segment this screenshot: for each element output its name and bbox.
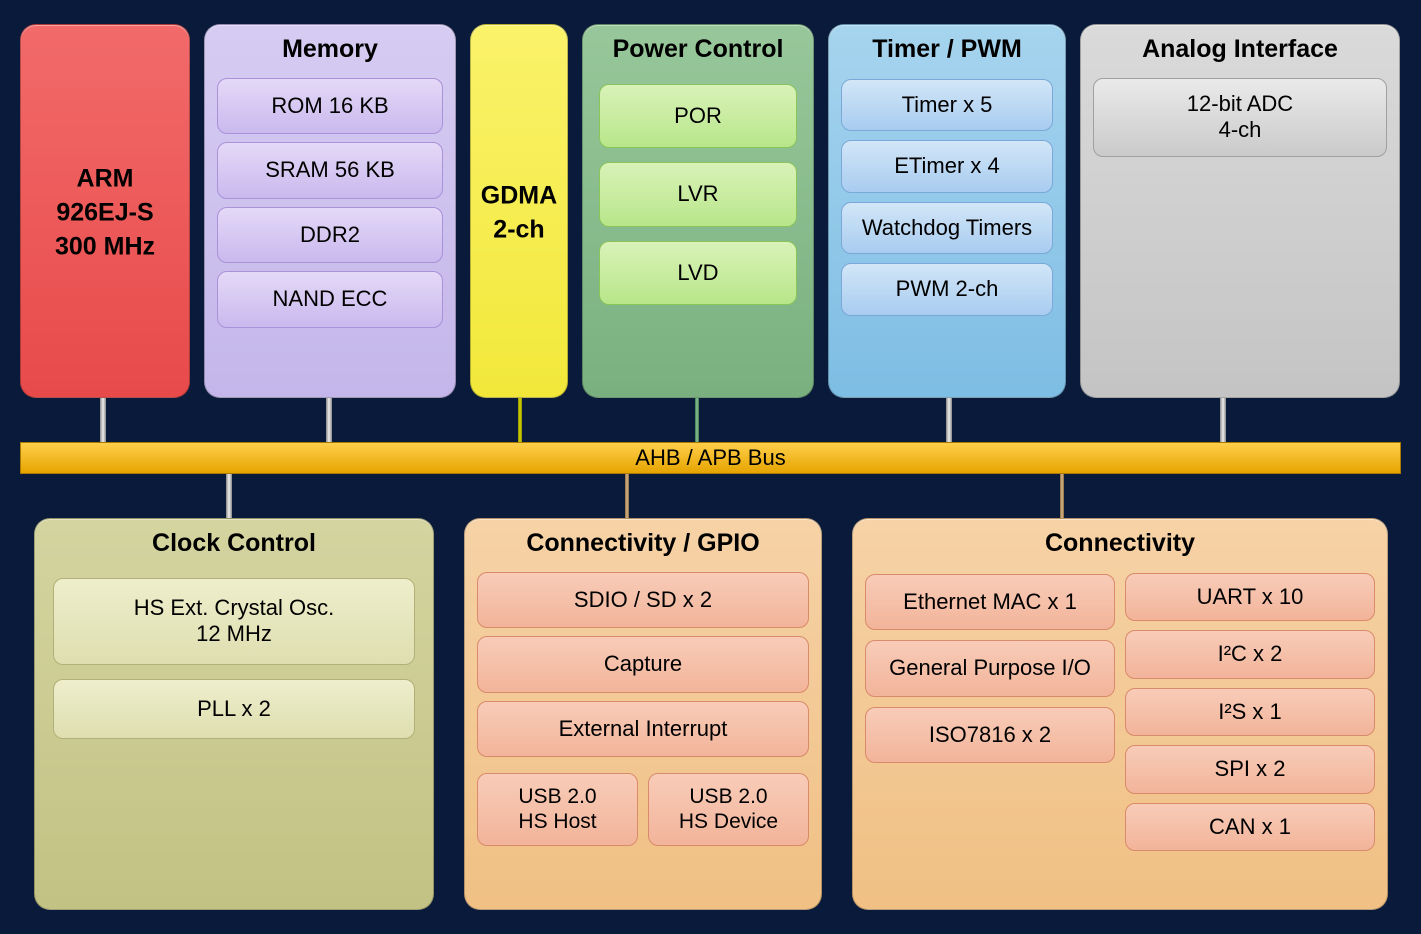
- connectivity-gpio-block: Connectivity / GPIO SDIO / SD x 2 Capture…: [464, 518, 822, 910]
- block-item: LVD: [599, 241, 797, 305]
- cpu-title-line: 926EJ-S: [25, 196, 185, 230]
- timer-title: Timer / PWM: [829, 25, 1065, 70]
- connector-memory: [326, 398, 332, 442]
- block-item: SPI x 2: [1125, 745, 1375, 793]
- connector-timer: [946, 398, 952, 442]
- power-control-block: Power Control POR LVR LVD: [582, 24, 814, 398]
- block-item: Capture: [477, 636, 809, 692]
- block-item: SDIO / SD x 2: [477, 572, 809, 628]
- connector-conn-gpio: [625, 474, 629, 518]
- clock-title: Clock Control: [35, 519, 433, 564]
- gdma-title-line: 2-ch: [475, 213, 563, 247]
- clock-control-block: Clock Control HS Ext. Crystal Osc.12 MHz…: [34, 518, 434, 910]
- gdma-title-line: GDMA: [475, 179, 563, 213]
- block-item: ISO7816 x 2: [865, 707, 1115, 763]
- block-item: ROM 16 KB: [217, 78, 443, 134]
- block-item: UART x 10: [1125, 573, 1375, 621]
- block-item: PWM 2-ch: [841, 263, 1053, 315]
- analog-title: Analog Interface: [1081, 25, 1399, 70]
- cpu-block: ARM 926EJ-S 300 MHz: [20, 24, 190, 398]
- cpu-title-line: ARM: [25, 162, 185, 196]
- block-item: SRAM 56 KB: [217, 142, 443, 198]
- block-item: PLL x 2: [53, 679, 415, 739]
- connector-analog: [1220, 398, 1226, 442]
- block-item: CAN x 1: [1125, 803, 1375, 851]
- timer-pwm-block: Timer / PWM Timer x 5 ETimer x 4 Watchdog …: [828, 24, 1066, 398]
- connector-clock: [226, 474, 232, 518]
- block-item: ETimer x 4: [841, 140, 1053, 192]
- block-item: I²S x 1: [1125, 688, 1375, 736]
- block-item: NAND ECC: [217, 271, 443, 327]
- block-item: I²C x 2: [1125, 630, 1375, 678]
- connector-power: [695, 398, 699, 442]
- block-item: USB 2.0HS Host: [477, 773, 638, 845]
- connectivity-block: Connectivity Ethernet MAC x 1 General Pur…: [852, 518, 1388, 910]
- block-item: General Purpose I/O: [865, 640, 1115, 696]
- block-item: Timer x 5: [841, 79, 1053, 131]
- block-item: DDR2: [217, 207, 443, 263]
- memory-block: Memory ROM 16 KB SRAM 56 KB DDR2 NAND ECC: [204, 24, 456, 398]
- gdma-block: GDMA 2-ch: [470, 24, 568, 398]
- connectivity-title: Connectivity: [853, 519, 1387, 564]
- connector-connectivity: [1060, 474, 1064, 518]
- block-item: LVR: [599, 162, 797, 226]
- bus-label: AHB / APB Bus: [635, 445, 785, 470]
- connector-gdma: [518, 398, 522, 442]
- gdma-title: GDMA 2-ch: [471, 169, 567, 253]
- block-item: 12-bit ADC4-ch: [1093, 78, 1387, 157]
- block-item: USB 2.0HS Device: [648, 773, 809, 845]
- bus-bar: AHB / APB Bus: [20, 442, 1401, 474]
- block-item: External Interrupt: [477, 701, 809, 757]
- connector-cpu: [100, 398, 106, 442]
- diagram-canvas: AHB / APB Bus ARM 926EJ-S 300 MHz Memory…: [0, 0, 1421, 934]
- block-item: Watchdog Timers: [841, 202, 1053, 254]
- memory-title: Memory: [205, 25, 455, 70]
- cpu-title-line: 300 MHz: [25, 230, 185, 264]
- block-item: HS Ext. Crystal Osc.12 MHz: [53, 578, 415, 665]
- conn-gpio-title: Connectivity / GPIO: [465, 519, 821, 564]
- analog-interface-block: Analog Interface 12-bit ADC4-ch: [1080, 24, 1400, 398]
- block-item: POR: [599, 84, 797, 148]
- power-title: Power Control: [583, 25, 813, 70]
- block-item: Ethernet MAC x 1: [865, 574, 1115, 630]
- cpu-title: ARM 926EJ-S 300 MHz: [21, 152, 189, 269]
